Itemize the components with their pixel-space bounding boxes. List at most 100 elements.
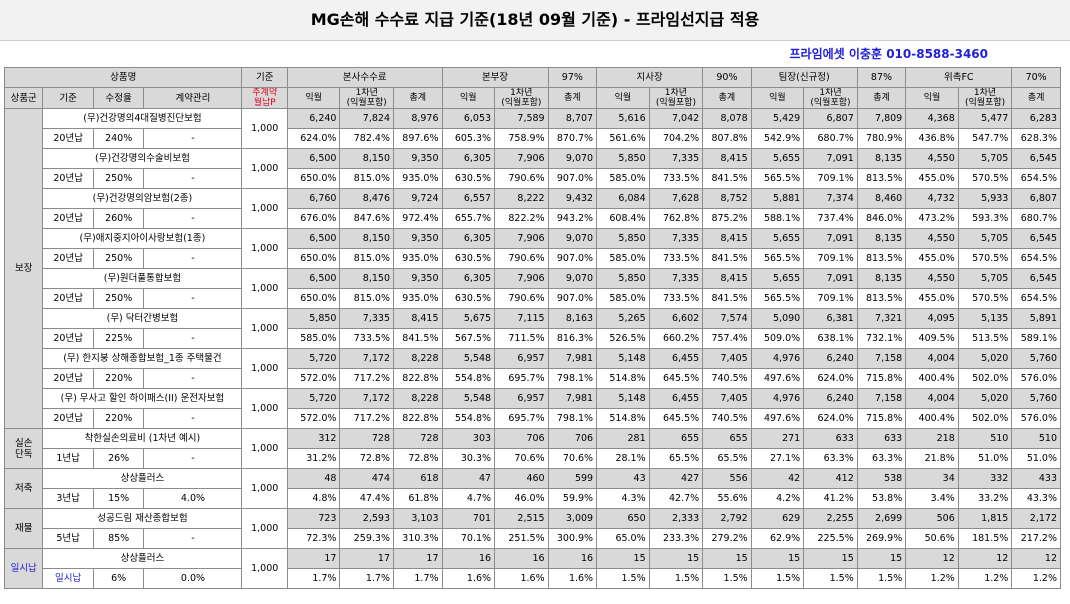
percent-cell: 1.5% — [648, 568, 704, 589]
table-row: (무)애지중지아이사랑보험(1종) 1,000 6,500 8,150 9,350 6,3… — [5, 228, 1061, 269]
percent-cell: 654.5% — [1011, 288, 1061, 309]
amount-cell: 7,042 — [648, 108, 704, 129]
percent-cell: 815.0% — [339, 168, 394, 189]
amount-cell: 8,228 — [393, 348, 443, 369]
product-name: (무) 닥터간병보험 — [42, 308, 243, 329]
percent-cell: 870.7% — [547, 128, 598, 149]
amount-cell: 5,850 — [596, 228, 650, 249]
percent-cell: 21.8% — [905, 448, 959, 469]
amount-cell: 7,809 — [856, 108, 907, 129]
percent-cell: 1.7% — [339, 568, 394, 589]
amount-cell: 6,500 — [286, 268, 341, 289]
amount-cell: 6,807 — [1011, 188, 1061, 209]
amount-cell: 6,957 — [494, 348, 549, 369]
percent-cell: 514.8% — [596, 408, 650, 429]
metric-header: 익월 — [750, 87, 805, 109]
percent-cell: 497.6% — [750, 408, 805, 429]
mgmt-cell: - — [143, 288, 243, 309]
percent-cell: 841.5% — [702, 288, 752, 309]
percent-cell: 70.1% — [441, 528, 496, 549]
percent-cell: 593.3% — [957, 208, 1013, 229]
group-header: 팀장(신규정) — [750, 67, 858, 88]
percent-cell: 588.1% — [750, 208, 805, 229]
amount-cell: 655 — [702, 428, 752, 449]
rate-cell: 250% — [92, 168, 145, 189]
percent-cell: 717.2% — [339, 408, 394, 429]
amount-cell: 16 — [547, 548, 598, 569]
amount-cell: 42 — [750, 468, 805, 489]
table-row: 20년납 250% - 650.0% 815.0% 935.0% 630.5% 790.6% 9… — [5, 248, 1061, 269]
percent-cell: 259.3% — [339, 528, 394, 549]
amount-cell: 7,091 — [803, 268, 858, 289]
amount-cell: 5,850 — [596, 268, 650, 289]
percent-cell: 733.5% — [648, 168, 704, 189]
mgmt-cell: - — [143, 208, 243, 229]
percent-cell: 400.4% — [905, 408, 959, 429]
product-name: (무)건강명의암보험(2종) — [42, 188, 243, 209]
amount-cell: 17 — [286, 548, 341, 569]
term-cell: 20년납 — [42, 368, 94, 389]
amount-cell: 6,455 — [648, 348, 704, 369]
amount-cell: 7,335 — [648, 228, 704, 249]
term-cell: 5년납 — [42, 528, 94, 549]
percent-cell: 55.6% — [702, 488, 752, 509]
amount-cell: 6,305 — [441, 148, 496, 169]
amount-cell: 2,593 — [339, 508, 394, 529]
percent-cell: 813.5% — [856, 168, 907, 189]
amount-cell: 9,724 — [393, 188, 443, 209]
mgmt-cell: 0.0% — [143, 568, 243, 589]
table-row: 20년납 250% - 650.0% 815.0% 935.0% 630.5% 790.6% 9… — [5, 288, 1061, 309]
metric-header: 총계 — [702, 87, 752, 109]
metric-header: 익월 — [905, 87, 959, 109]
category-cell: 저축 — [3, 468, 44, 509]
percent-cell: 813.5% — [856, 248, 907, 269]
percent-cell: 279.2% — [702, 528, 752, 549]
amount-cell: 706 — [494, 428, 549, 449]
metric-header: 1차년 (익월포함) — [648, 87, 704, 109]
group-rate: 97% — [547, 67, 598, 88]
percent-cell: 907.0% — [547, 248, 598, 269]
table-row: 1년납 26% -31.2% 72.8% 72.8% 30.3% 70.6% 70.6% 28.… — [5, 448, 1061, 469]
percent-cell: 497.6% — [750, 368, 805, 389]
rate-cell: 240% — [92, 128, 145, 149]
basis-cell: 1,000 — [241, 188, 288, 229]
table-row: 20년납 220% -572.0% 717.2% 822.8% 554.8% 695.7% 7… — [5, 408, 1061, 429]
percent-cell: 70.6% — [494, 448, 549, 469]
percent-cell: 733.5% — [648, 288, 704, 309]
percent-cell: 758.9% — [494, 128, 549, 149]
percent-cell: 65.5% — [702, 448, 752, 469]
rate-cell: 220% — [92, 368, 145, 389]
percent-cell: 733.5% — [339, 328, 394, 349]
amount-cell: 5,760 — [1011, 348, 1061, 369]
amount-cell: 5,850 — [286, 308, 341, 329]
term-cell: 20년납 — [42, 408, 94, 429]
amount-cell: 427 — [648, 468, 704, 489]
percent-cell: 650.0% — [286, 168, 341, 189]
percent-cell: 654.5% — [1011, 168, 1061, 189]
table-body: 상품명 기준 본사수수료 본부장 97% 지사장 90% 팀장(신규정) 87% 위촉FC 70% 상… — [3, 67, 1061, 589]
percent-cell: 547.7% — [957, 128, 1013, 149]
percent-cell: 816.3% — [547, 328, 598, 349]
amount-cell: 5,090 — [750, 308, 805, 329]
amount-cell: 332 — [957, 468, 1013, 489]
percent-cell: 709.1% — [803, 288, 858, 309]
amount-cell: 5,720 — [286, 348, 341, 369]
percent-cell: 1.2% — [1011, 568, 1061, 589]
amount-cell: 16 — [494, 548, 549, 569]
amount-cell: 8,150 — [339, 268, 394, 289]
term-cell: 20년납 — [42, 248, 94, 269]
metric-header: 총계 — [856, 87, 907, 109]
amount-cell: 5,616 — [596, 108, 650, 129]
percent-cell: 650.0% — [286, 248, 341, 269]
percent-cell: 585.0% — [596, 288, 650, 309]
percent-cell: 62.9% — [750, 528, 805, 549]
percent-cell: 4.3% — [596, 488, 650, 509]
term-cell: 3년납 — [42, 488, 94, 509]
amount-cell: 5,655 — [750, 268, 805, 289]
table-row: 저축 상상플러스 1,000 48 474 618 47 460 599 43 427 556 42 41… — [3, 468, 1061, 509]
amount-cell: 556 — [702, 468, 752, 489]
amount-cell: 6,545 — [1011, 268, 1061, 289]
amount-cell: 6,455 — [648, 388, 704, 409]
amount-cell: 6,240 — [803, 348, 858, 369]
product-name: 상상플러스 — [42, 468, 243, 489]
